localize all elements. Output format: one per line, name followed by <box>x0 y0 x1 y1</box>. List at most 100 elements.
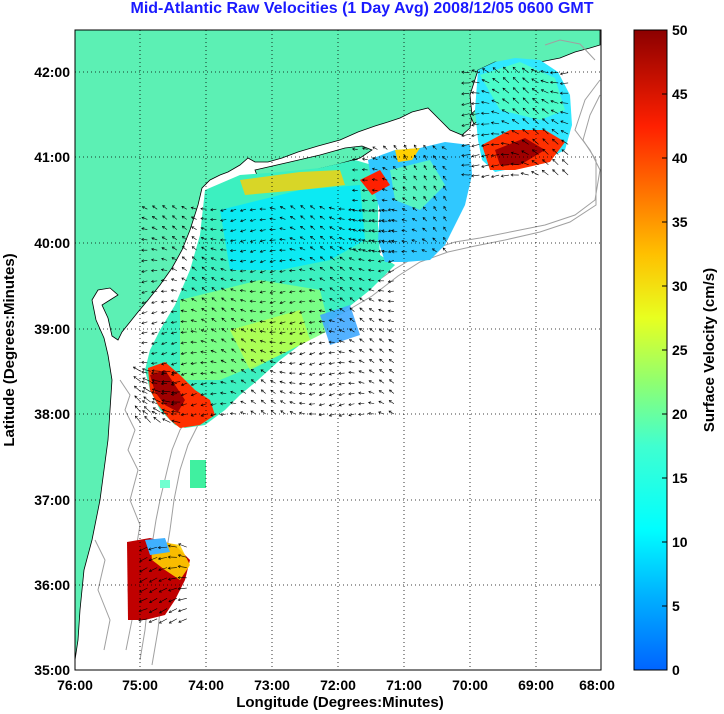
velocity-arrow <box>151 301 158 304</box>
velocity-arrow <box>349 339 355 343</box>
velocity-arrow <box>279 238 286 241</box>
velocity-arrow <box>181 277 187 282</box>
velocity-arrow-head <box>387 319 391 323</box>
velocity-arrow <box>300 236 306 241</box>
velocity-arrow-head <box>348 247 352 251</box>
velocity-arrow <box>378 290 385 292</box>
velocity-arrow <box>181 403 187 406</box>
velocity-arrow <box>220 370 227 374</box>
velocity-arrow <box>240 219 247 222</box>
velocity-arrow-head <box>270 399 274 403</box>
velocity-arrow <box>531 160 539 166</box>
velocity-arrow <box>422 217 427 222</box>
velocity-arrow-head <box>289 237 293 241</box>
velocity-arrow-head <box>158 589 162 593</box>
velocity-arrow <box>329 236 335 241</box>
velocity-arrow <box>280 410 286 415</box>
velocity-arrow <box>279 280 286 283</box>
velocity-arrow-head <box>329 256 333 260</box>
velocity-arrow-head <box>240 318 244 322</box>
velocity-arrow <box>388 219 394 222</box>
velocity-arrow-head <box>351 188 355 192</box>
velocity-arrow <box>153 417 161 423</box>
velocity-arrow-head <box>348 339 352 342</box>
velocity-arrow-head <box>349 318 353 321</box>
velocity-arrow <box>421 249 427 253</box>
velocity-arrow <box>181 342 187 344</box>
velocity-arrow-head <box>299 342 303 346</box>
velocity-arrow-head <box>531 78 535 82</box>
velocity-arrow <box>339 318 345 323</box>
velocity-arrow-head <box>461 81 465 85</box>
velocity-arrow-head <box>210 371 214 375</box>
velocity-arrow-head <box>391 240 395 244</box>
colorbar-tick-label: 35 <box>672 214 688 230</box>
x-tick-label: 76:00 <box>57 677 93 693</box>
velocity-arrow <box>171 321 177 324</box>
velocity-arrow <box>388 339 395 343</box>
velocity-arrow-head <box>168 588 172 592</box>
velocity-arrow <box>552 148 559 155</box>
velocity-arrow-head <box>168 610 172 613</box>
velocity-arrow <box>201 329 207 333</box>
velocity-arrow-head <box>172 215 176 219</box>
velocity-arrow-head <box>501 109 505 113</box>
velocity-arrow-head <box>358 208 362 212</box>
velocity-arrow-head <box>392 176 396 180</box>
velocity-arrow <box>192 256 197 261</box>
velocity-arrow <box>560 72 569 75</box>
velocity-arrow <box>319 362 325 365</box>
velocity-arrow-head <box>318 362 322 366</box>
velocity-arrow-head <box>279 341 283 345</box>
velocity-arrow <box>181 206 187 210</box>
velocity-arrow-head <box>158 578 162 582</box>
velocity-arrow <box>433 185 437 191</box>
velocity-arrow <box>161 331 168 335</box>
velocity-arrow <box>348 403 355 406</box>
x-tick-label: 75:00 <box>122 677 158 693</box>
velocity-arrow <box>230 402 237 405</box>
velocity-arrow-head <box>250 400 254 403</box>
velocity-arrow-head <box>299 411 303 415</box>
velocity-arrow-head <box>349 287 353 291</box>
velocity-arrow-head <box>372 146 376 150</box>
velocity-arrow <box>279 270 286 273</box>
velocity-arrow <box>339 266 345 271</box>
velocity-arrow <box>141 342 148 344</box>
velocity-arrow <box>152 388 161 393</box>
velocity-arrow <box>378 309 385 312</box>
velocity-arrow <box>339 308 345 312</box>
velocity-arrow-head <box>401 208 405 211</box>
velocity-arrow-head <box>379 369 383 372</box>
velocity-arrow-head <box>520 172 524 176</box>
velocity-arrow-head <box>200 413 204 417</box>
velocity-arrow-head <box>481 79 485 82</box>
velocity-arrow-head <box>377 259 381 263</box>
velocity-arrow <box>531 78 539 84</box>
velocity-arrow-head <box>191 287 195 291</box>
velocity-arrow-head <box>160 300 164 304</box>
colorbar-tick-label: 45 <box>672 86 688 102</box>
velocity-arrow <box>191 403 197 406</box>
velocity-arrow <box>372 146 378 150</box>
velocity-arrow <box>191 319 197 323</box>
velocity-arrow <box>471 154 480 157</box>
velocity-arrow-head <box>319 215 323 219</box>
velocity-arrow <box>388 239 394 243</box>
velocity-arrow-head <box>221 317 225 321</box>
velocity-arrow <box>511 141 519 145</box>
velocity-arrow-head <box>338 329 342 333</box>
velocity-arrow-head <box>391 219 395 223</box>
y-axis-label: Latitude (Degrees:Minutes) <box>1 253 18 446</box>
velocity-arrow <box>178 608 187 612</box>
velocity-arrow-head <box>378 239 382 243</box>
velocity-arrow <box>250 208 256 211</box>
velocity-arrow-head <box>259 300 263 304</box>
velocity-arrow <box>379 390 385 394</box>
velocity-arrow <box>241 348 247 353</box>
velocity-arrow-head <box>138 599 142 603</box>
velocity-arrow-head <box>308 299 312 303</box>
velocity-arrow-head <box>279 360 283 365</box>
velocity-arrow-head <box>309 267 313 271</box>
velocity-arrow <box>481 133 490 136</box>
